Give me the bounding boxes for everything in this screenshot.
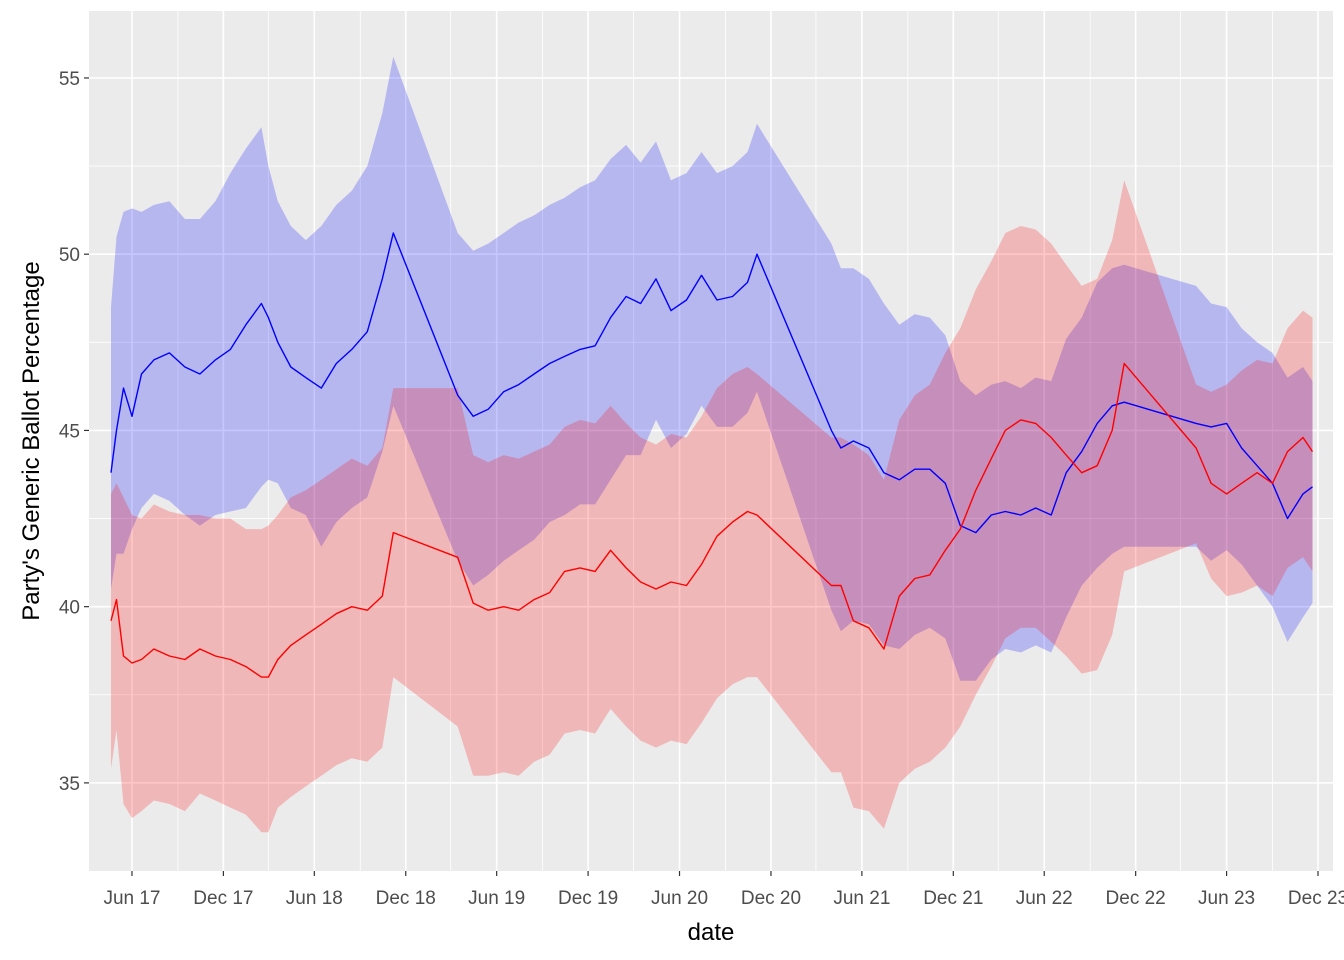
x-tick-label: Dec 18 bbox=[376, 888, 436, 909]
y-tick-label: 35 bbox=[59, 774, 80, 795]
x-tick-label: Dec 22 bbox=[1106, 888, 1166, 909]
major-gridlines bbox=[89, 11, 1333, 871]
x-tick-label: Jun 22 bbox=[1016, 888, 1073, 909]
x-tick-label: Jun 21 bbox=[833, 888, 890, 909]
confidence-bands bbox=[111, 56, 1313, 833]
x-axis: Jun 17 Dec 17 Jun 18 Dec 18 Jun 19 Dec 19 Jun … bbox=[103, 871, 1344, 909]
x-tick-label: Jun 18 bbox=[286, 888, 343, 909]
x-tick-label: Dec 19 bbox=[558, 888, 618, 909]
x-tick-label: Dec 23 bbox=[1288, 888, 1344, 909]
x-tick-label: Jun 17 bbox=[103, 888, 160, 909]
dem-trend-line bbox=[110, 232, 1313, 534]
x-tick-label: Jun 23 bbox=[1198, 888, 1255, 909]
dem-confidence-band bbox=[111, 56, 1313, 681]
x-axis-title: date bbox=[688, 919, 735, 946]
y-tick-label: 55 bbox=[59, 69, 80, 90]
y-tick-label: 50 bbox=[59, 245, 80, 266]
rep-confidence-band bbox=[111, 180, 1313, 833]
y-axis-title: Party's Generic Ballot Percentage bbox=[18, 261, 45, 620]
y-tick-label: 40 bbox=[59, 598, 80, 619]
plot-panel bbox=[89, 11, 1333, 871]
x-tick-label: Jun 20 bbox=[651, 888, 708, 909]
trend-lines bbox=[110, 232, 1314, 678]
x-tick-label: Dec 20 bbox=[741, 888, 801, 909]
rep-trend-line bbox=[110, 362, 1314, 678]
y-tick-label: 45 bbox=[59, 421, 80, 442]
x-tick-label: Jun 19 bbox=[468, 888, 525, 909]
x-tick-label: Dec 17 bbox=[193, 888, 253, 909]
minor-gridlines bbox=[89, 11, 1333, 871]
y-axis: 35 40 45 50 55 bbox=[59, 69, 89, 795]
x-tick-label: Dec 21 bbox=[923, 888, 983, 909]
